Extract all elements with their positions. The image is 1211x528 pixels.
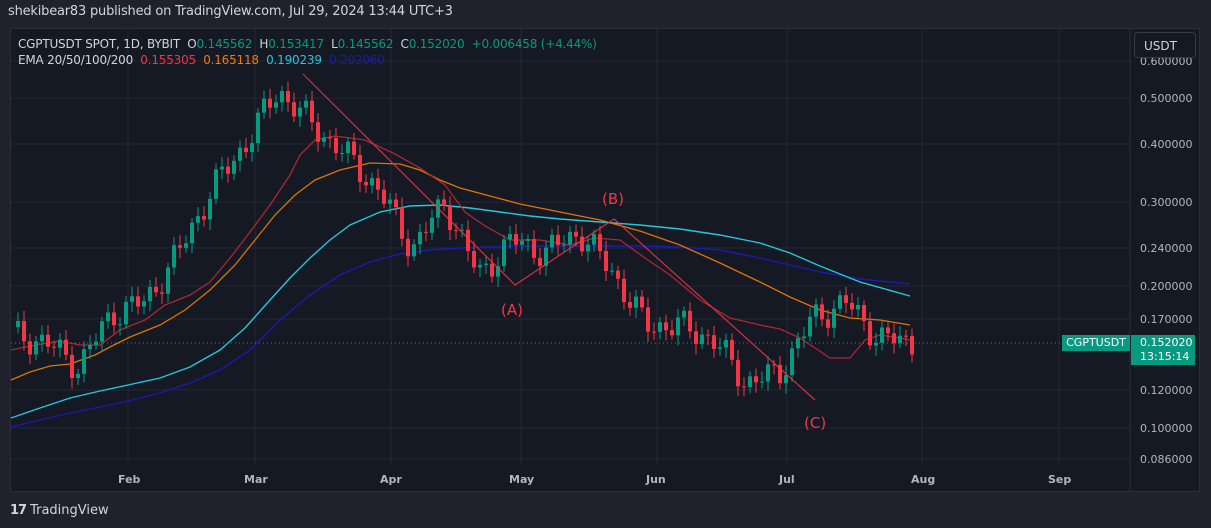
time-axis[interactable]: Feb Mar Apr May Jun Jul Aug Sep <box>118 473 1071 486</box>
last-price-tag: 0.152020 13:15:14 <box>1131 335 1195 365</box>
ema20-line <box>10 135 911 359</box>
x-tick: Aug <box>911 473 935 486</box>
y-tick: 0.400000 <box>1140 138 1193 151</box>
x-tick: Jul <box>778 473 795 486</box>
abc-wave-drawing[interactable] <box>302 73 816 401</box>
symbol-ohlc-row: CGPTUSDT SPOT, 1D, BYBIT O0.145562 H0.15… <box>18 36 597 52</box>
x-tick: May <box>509 473 534 486</box>
x-tick: Mar <box>244 473 268 486</box>
symbol-info: CGPTUSDT SPOT, 1D, BYBIT <box>18 37 180 51</box>
y-tick: 0.600000 <box>1140 55 1193 68</box>
x-tick: Feb <box>118 473 141 486</box>
footer-branding[interactable]: 17 TradingView <box>10 503 109 518</box>
wave-label-c[interactable]: (C) <box>804 414 826 432</box>
currency-button[interactable]: USDT <box>1134 32 1196 58</box>
y-tick: 0.120000 <box>1140 384 1193 397</box>
x-tick: Apr <box>380 473 402 486</box>
low-value: 0.145562 <box>337 37 394 51</box>
y-tick: 0.240000 <box>1140 242 1193 255</box>
ema200-line <box>10 245 911 428</box>
change-value: +0.006458 (+4.44%) <box>471 37 597 51</box>
ema-label: EMA 20/50/100/200 <box>18 53 134 67</box>
wave-label-b[interactable]: (B) <box>602 190 624 208</box>
x-tick: Sep <box>1048 473 1071 486</box>
candlesticks <box>16 81 914 397</box>
price-axis[interactable]: 0.600000 0.500000 0.400000 0.300000 0.24… <box>1140 55 1193 466</box>
ema100-line <box>10 204 911 419</box>
tradingview-brand: TradingView <box>30 503 109 518</box>
y-tick: 0.170000 <box>1140 313 1193 326</box>
high-label: H <box>259 37 269 51</box>
publish-info: shekibear83 published on TradingView.com… <box>8 4 453 19</box>
ema200-value: 0.202060 <box>329 53 385 67</box>
ema100-value: 0.190239 <box>266 53 322 67</box>
ema50-line <box>10 162 911 381</box>
close-value: 0.152020 <box>408 37 465 51</box>
last-price-value: 0.152020 <box>1140 336 1193 349</box>
high-value: 0.153417 <box>268 37 324 51</box>
symbol-price-tag: CGPTUSDT <box>1062 335 1130 351</box>
close-label: C <box>400 37 409 51</box>
bar-countdown: 13:15:14 <box>1140 350 1190 363</box>
grid-vertical <box>127 29 1060 465</box>
low-label: L <box>331 37 338 51</box>
chart-legend[interactable]: CGPTUSDT SPOT, 1D, BYBIT O0.145562 H0.15… <box>18 36 597 68</box>
y-tick: 0.200000 <box>1140 280 1193 293</box>
wave-label-a[interactable]: (A) <box>501 301 523 319</box>
ema-row: EMA 20/50/100/200 0.155305 0.165118 0.19… <box>18 52 597 68</box>
y-tick: 0.500000 <box>1140 92 1193 105</box>
x-tick: Jun <box>645 473 666 486</box>
open-value: 0.145562 <box>196 37 253 51</box>
tradingview-logo-icon: 17 <box>10 503 27 518</box>
y-tick: 0.086000 <box>1140 453 1193 466</box>
ema20-value: 0.155305 <box>140 53 196 67</box>
y-tick: 0.100000 <box>1140 422 1193 435</box>
open-label: O <box>187 37 197 51</box>
y-tick: 0.300000 <box>1140 196 1193 209</box>
grid-horizontal <box>11 60 1130 460</box>
ema50-value: 0.165118 <box>203 53 259 67</box>
